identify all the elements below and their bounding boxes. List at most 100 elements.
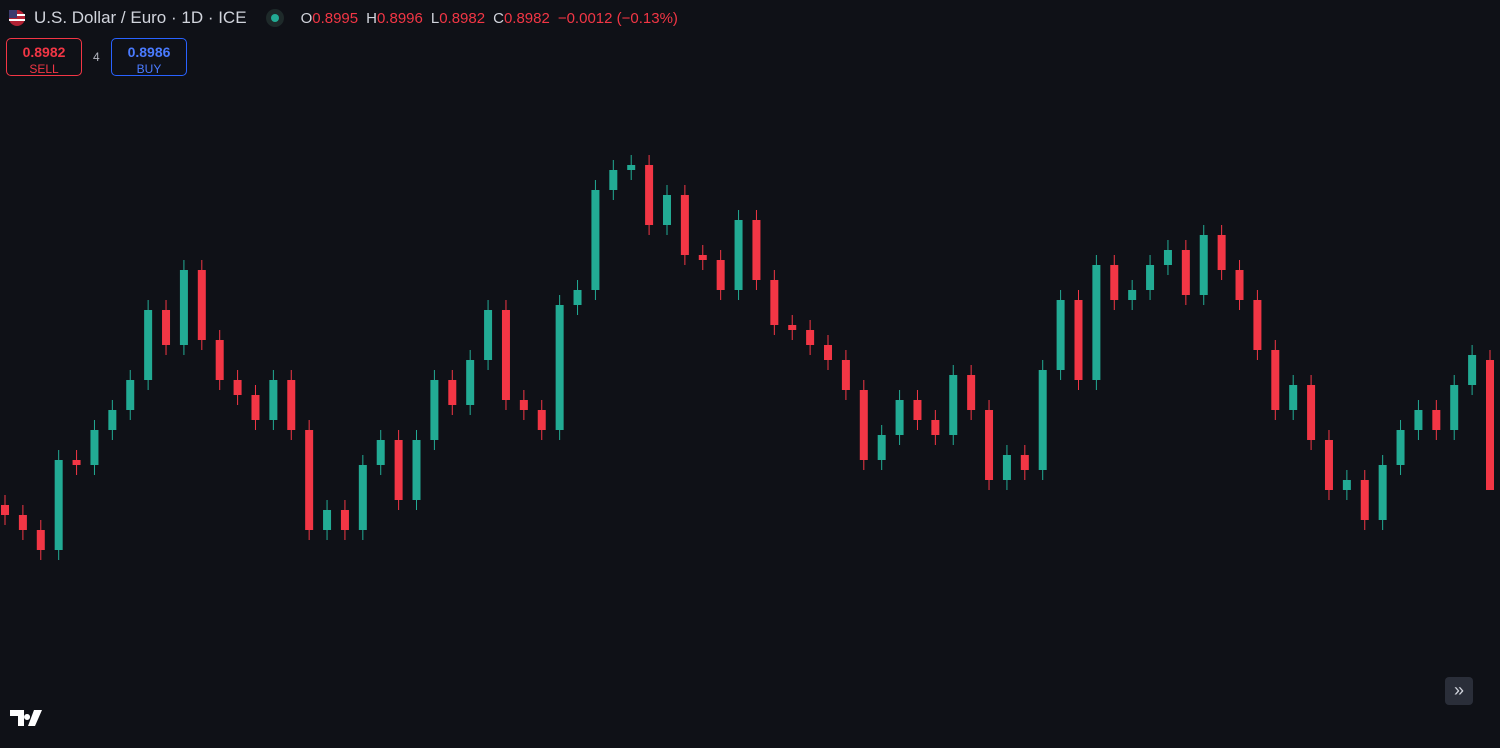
- h-label: H: [366, 9, 377, 27]
- candle-body: [1253, 300, 1262, 350]
- candle-body: [287, 380, 296, 430]
- candle-body: [967, 375, 976, 410]
- candle-body: [1092, 265, 1101, 380]
- l-value: 0.8982: [439, 9, 486, 27]
- candle-body: [734, 220, 743, 290]
- symbol[interactable]: U.S. Dollar / Euro · 1D · ICE: [34, 8, 247, 27]
- candle-body: [394, 440, 403, 500]
- c-value: 0.8982: [503, 9, 550, 27]
- candle-body: [573, 290, 582, 305]
- candle-body: [519, 400, 528, 410]
- candle-body: [1342, 480, 1351, 490]
- candle-body: [340, 510, 349, 530]
- candle-body: [859, 390, 868, 460]
- candle-body: [1128, 290, 1137, 300]
- candle-body: [1307, 385, 1316, 440]
- sell-price: 0.8982: [22, 44, 66, 60]
- candle-body: [1235, 270, 1244, 300]
- candle-body: [36, 530, 45, 550]
- candle-body: [179, 270, 188, 345]
- candle-body: [949, 375, 958, 435]
- scroll-to-latest[interactable]: »: [1445, 677, 1473, 705]
- candle-body: [537, 410, 546, 430]
- candle-body: [1486, 360, 1494, 490]
- candle-body: [1360, 480, 1369, 520]
- candle-body: [466, 360, 475, 405]
- buy-price: 0.8986: [127, 44, 171, 60]
- candle-body: [448, 380, 457, 405]
- candle-body: [1002, 455, 1011, 480]
- candle-body: [197, 270, 206, 340]
- candle-body: [1, 505, 9, 515]
- candle-body: [215, 340, 224, 380]
- candle-body: [698, 255, 707, 260]
- candle-body: [269, 380, 278, 420]
- candle-body: [18, 515, 27, 530]
- candle-body: [72, 460, 81, 465]
- candle-body: [931, 420, 940, 435]
- o-value: 0.8995: [312, 9, 359, 27]
- candle-body: [1056, 300, 1065, 370]
- candle-body: [501, 310, 510, 400]
- candle-body: [1181, 250, 1190, 295]
- candle-body: [251, 395, 260, 420]
- candle-body: [895, 400, 904, 435]
- sell-button[interactable]: 0.8982 SELL: [6, 38, 82, 76]
- candle-body: [627, 165, 636, 170]
- candle-body: [108, 410, 117, 430]
- status-dot: [270, 14, 279, 22]
- candle-body: [144, 310, 153, 380]
- candle-body: [1074, 300, 1083, 380]
- candle-body: [1396, 430, 1405, 465]
- candle-body: [824, 345, 833, 360]
- candle-body: [609, 170, 618, 190]
- h-value: 0.8996: [376, 9, 423, 27]
- candle-body: [1468, 355, 1477, 385]
- candle-body: [788, 325, 797, 330]
- candle-body: [376, 440, 385, 465]
- candle-body: [1163, 250, 1172, 265]
- candle-body: [1038, 370, 1047, 470]
- logo[interactable]: [10, 708, 46, 734]
- c-label: C: [493, 9, 504, 27]
- candle-body: [412, 440, 421, 500]
- candle-body: [806, 330, 815, 345]
- buy-button[interactable]: 0.8986 BUY: [111, 38, 187, 76]
- candle-body: [90, 430, 99, 465]
- candle-body: [358, 465, 367, 530]
- candle-body: [1378, 465, 1387, 520]
- o-label: O: [300, 9, 313, 27]
- candle-body: [1020, 455, 1029, 470]
- candle-body: [484, 310, 493, 360]
- sell-label: SELL: [29, 62, 59, 76]
- flag-icon: [9, 10, 25, 26]
- candle-body: [1199, 235, 1208, 295]
- candle-body: [162, 310, 171, 345]
- candle-body: [1217, 235, 1226, 270]
- candle-body: [985, 410, 994, 480]
- candle-body: [591, 190, 600, 290]
- candle-body: [126, 380, 135, 410]
- candle-body: [430, 380, 439, 440]
- candle-body: [752, 220, 761, 280]
- candle-body: [680, 195, 689, 255]
- candle-body: [716, 260, 725, 290]
- candle-body: [555, 305, 564, 430]
- candle-body: [323, 510, 332, 530]
- candle-body: [877, 435, 886, 460]
- spread: 4: [93, 50, 100, 64]
- candle-body: [305, 430, 314, 530]
- candle-body: [913, 400, 922, 420]
- candle-body: [841, 360, 850, 390]
- logo-icon: [10, 710, 42, 726]
- candle-body: [1414, 410, 1423, 430]
- candle-body: [1271, 350, 1280, 410]
- change: −0.0012 (−0.13%): [557, 9, 678, 27]
- candle-body: [1432, 410, 1441, 430]
- candle-body: [1450, 385, 1459, 430]
- candle-body: [233, 380, 242, 395]
- candle-body: [54, 460, 63, 550]
